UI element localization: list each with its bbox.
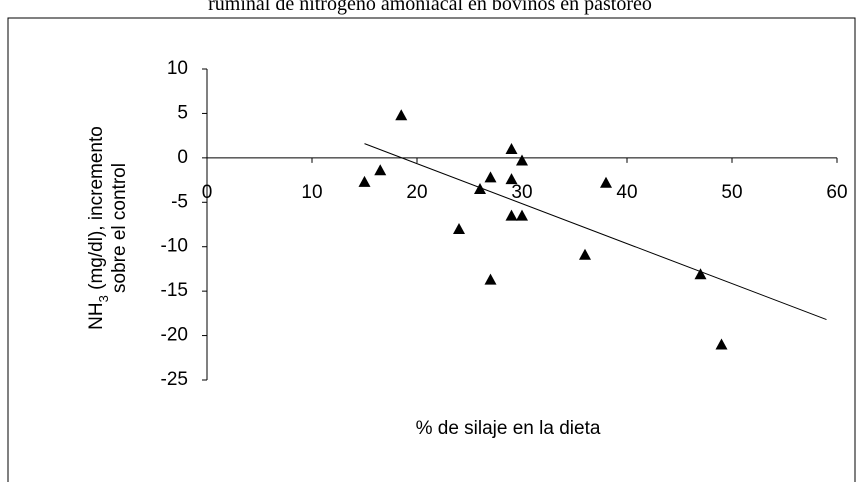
- y-axis-label-line: sobre el control: [109, 163, 130, 293]
- y-tick-label: -20: [161, 325, 188, 346]
- y-tick-label: 0: [177, 147, 188, 168]
- chart-title: ruminal de nitrógeno amoniacal en bovino…: [208, 0, 652, 15]
- x-tick-label: 20: [406, 182, 427, 203]
- y-label-sub: 3: [96, 295, 111, 302]
- marker: [484, 273, 497, 285]
- marker: [694, 268, 707, 280]
- y-tick-label: -25: [161, 369, 188, 390]
- x-tick-label: 10: [301, 182, 322, 203]
- marker: [484, 171, 497, 183]
- marker: [516, 154, 528, 166]
- marker: [715, 338, 728, 350]
- marker: [453, 222, 465, 234]
- y-axis-label-line: NH3 (mg/dl), incremento: [86, 126, 111, 330]
- y-label-rest: (mg/dl), incremento: [86, 126, 107, 295]
- marker: [395, 109, 408, 121]
- x-tick-label: 30: [511, 182, 532, 203]
- marker: [505, 142, 518, 154]
- y-tick-label: -5: [171, 191, 188, 212]
- y-tick-label: -15: [161, 280, 188, 301]
- y-tick-label: -10: [161, 236, 188, 257]
- y-axis-label: NH3 (mg/dl), incremento sobre el control: [86, 126, 130, 330]
- x-tick-label: 60: [826, 182, 847, 203]
- marker: [474, 182, 486, 194]
- marker: [358, 175, 371, 187]
- marker: [579, 248, 591, 260]
- frame: [7, 17, 856, 482]
- marker: [505, 209, 518, 221]
- x-tick-label: 0: [202, 182, 213, 203]
- marker: [505, 173, 518, 185]
- marker: [600, 176, 612, 188]
- y-tick-label: 10: [167, 58, 188, 79]
- y-tick-label: 5: [177, 102, 188, 123]
- x-axis-label: % de silaje en la dieta: [416, 418, 601, 439]
- x-tick-label: 40: [616, 182, 637, 203]
- y-label-main: NH: [86, 302, 107, 329]
- x-tick-label: 50: [721, 182, 742, 203]
- marker: [374, 164, 387, 176]
- trendline: [364, 143, 827, 321]
- marker: [516, 209, 528, 221]
